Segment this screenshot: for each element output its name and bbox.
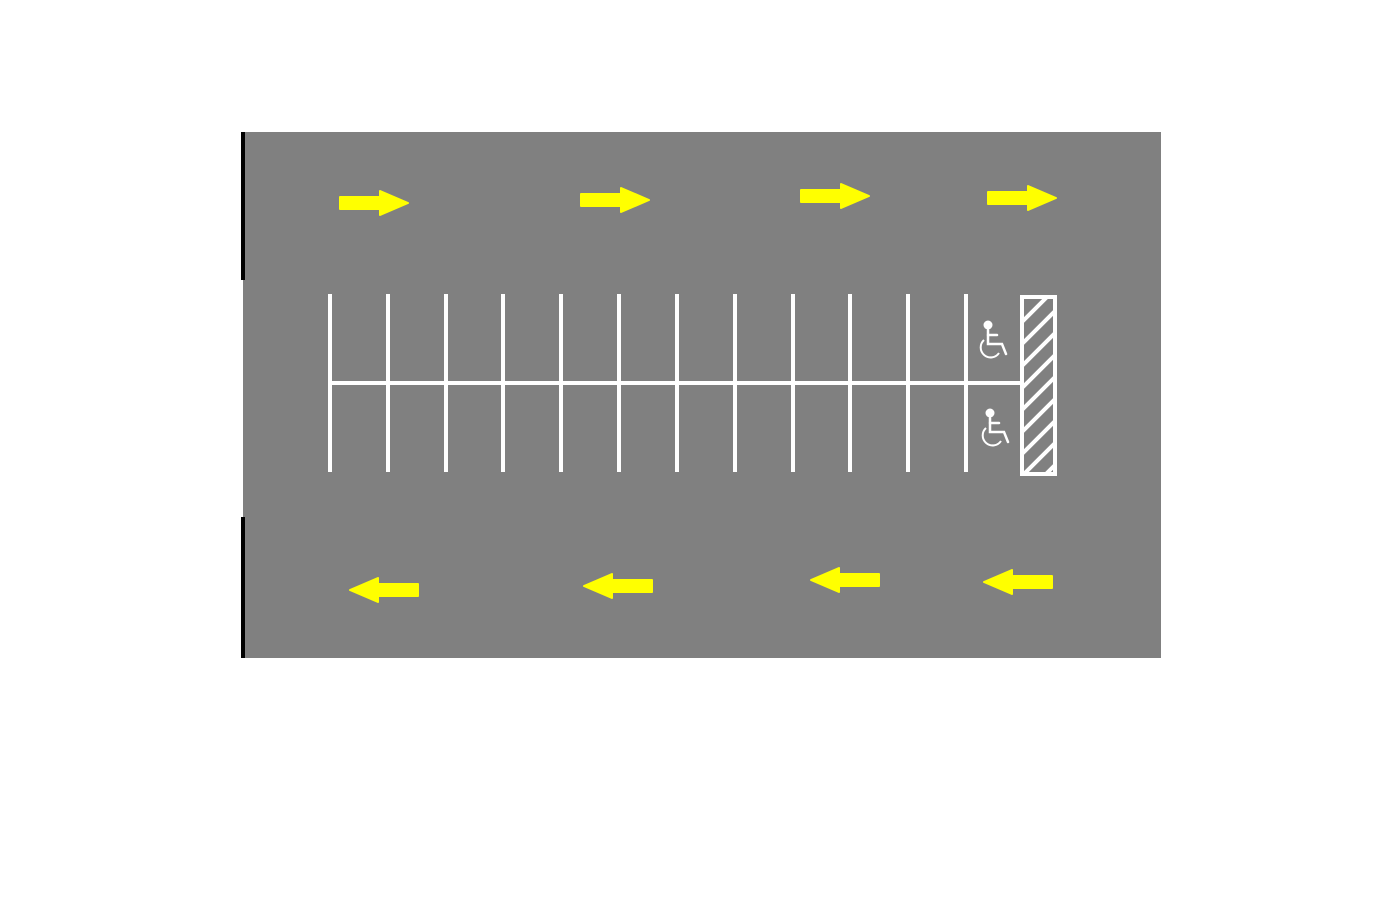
direction-arrow-icon [983,569,1053,595]
direction-arrow-icon [987,185,1057,211]
wheelchair-icon [979,320,1008,359]
access-aisle-border [1020,295,1057,476]
asphalt-surface [243,132,1161,658]
direction-arrow-icon [800,183,870,209]
parking-stalls [328,294,1022,472]
direction-arrow-icon [349,577,419,603]
direction-arrow-icon [580,187,650,213]
hatch-pattern [1022,297,1055,474]
direction-arrow-icon [339,190,409,216]
wheelchair-icon [981,408,1010,447]
direction-arrow-icon [810,567,880,593]
access-aisle [1020,295,1057,476]
traffic-arrows [339,183,1057,603]
direction-arrow-icon [583,573,653,599]
